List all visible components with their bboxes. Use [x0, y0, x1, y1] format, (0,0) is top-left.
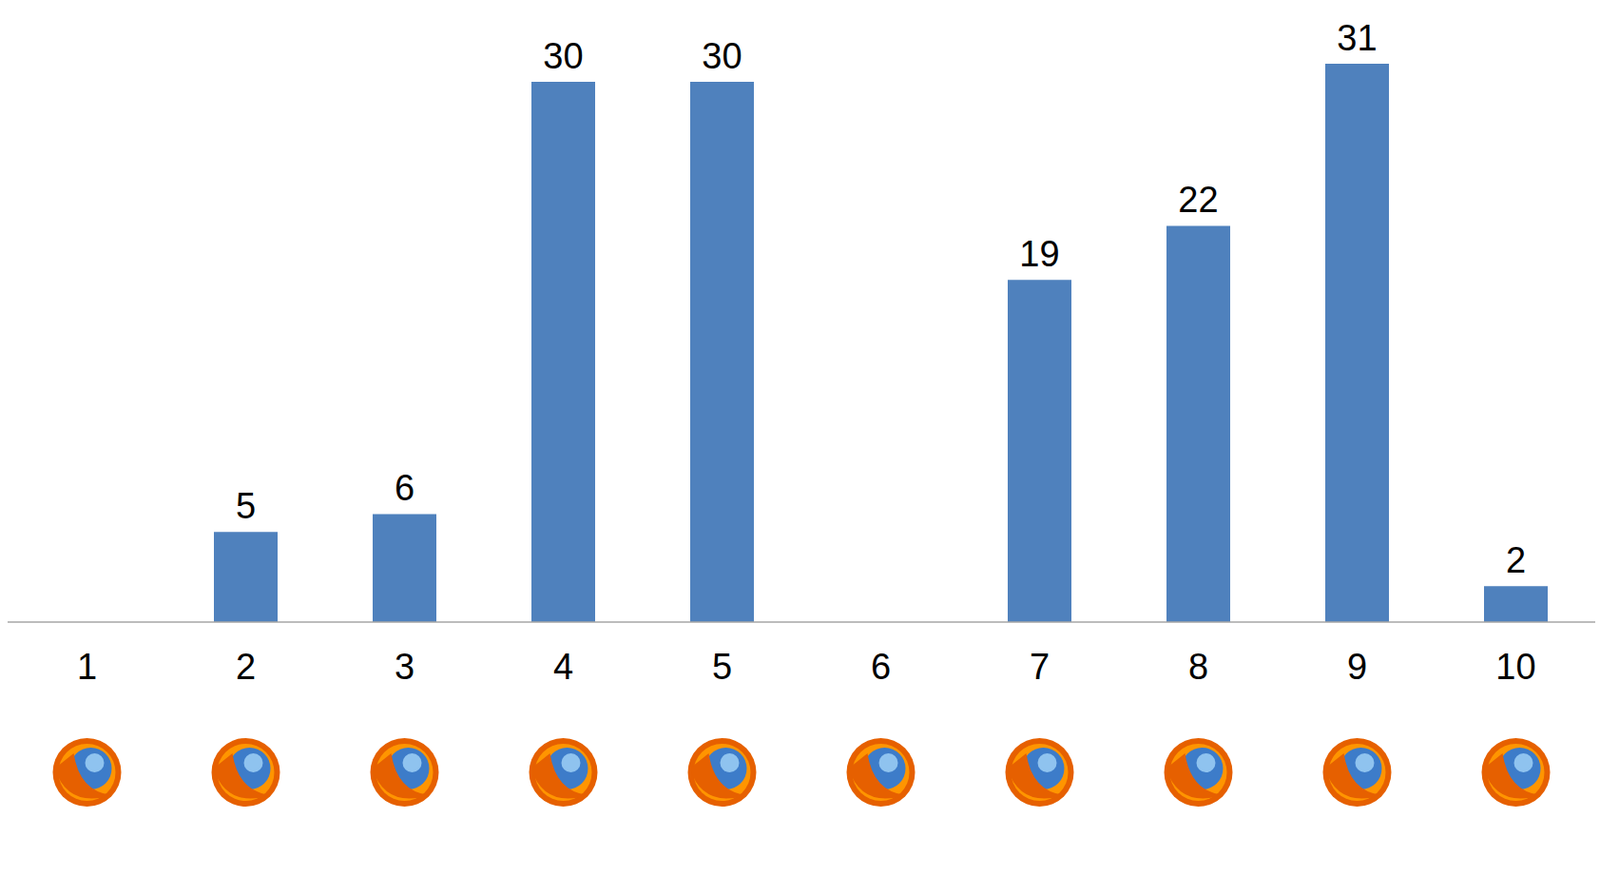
svg-text:19: 19	[1019, 233, 1060, 274]
svg-text:5: 5	[712, 646, 733, 687]
svg-text:30: 30	[701, 36, 742, 77]
svg-text:6: 6	[870, 646, 891, 687]
svg-text:1: 1	[77, 646, 97, 687]
svg-text:6: 6	[394, 467, 415, 508]
svg-text:10: 10	[1495, 646, 1536, 687]
svg-text:31: 31	[1336, 18, 1377, 58]
svg-text:3: 3	[394, 646, 415, 687]
svg-text:4: 4	[553, 646, 574, 687]
svg-text:2: 2	[1505, 539, 1526, 580]
svg-text:8: 8	[1188, 646, 1209, 687]
svg-text:7: 7	[1029, 646, 1050, 687]
svg-text:5: 5	[235, 485, 256, 526]
svg-text:30: 30	[542, 36, 583, 77]
svg-text:2: 2	[235, 646, 256, 687]
svg-text:9: 9	[1347, 646, 1368, 687]
svg-text:22: 22	[1177, 179, 1218, 220]
